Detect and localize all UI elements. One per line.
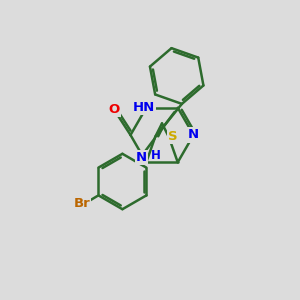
Text: N: N bbox=[136, 151, 147, 164]
Text: N: N bbox=[188, 128, 199, 142]
Text: H: H bbox=[151, 149, 161, 162]
Text: Br: Br bbox=[74, 197, 90, 210]
Text: S: S bbox=[168, 130, 177, 143]
Text: HN: HN bbox=[133, 101, 155, 114]
Text: O: O bbox=[108, 103, 120, 116]
